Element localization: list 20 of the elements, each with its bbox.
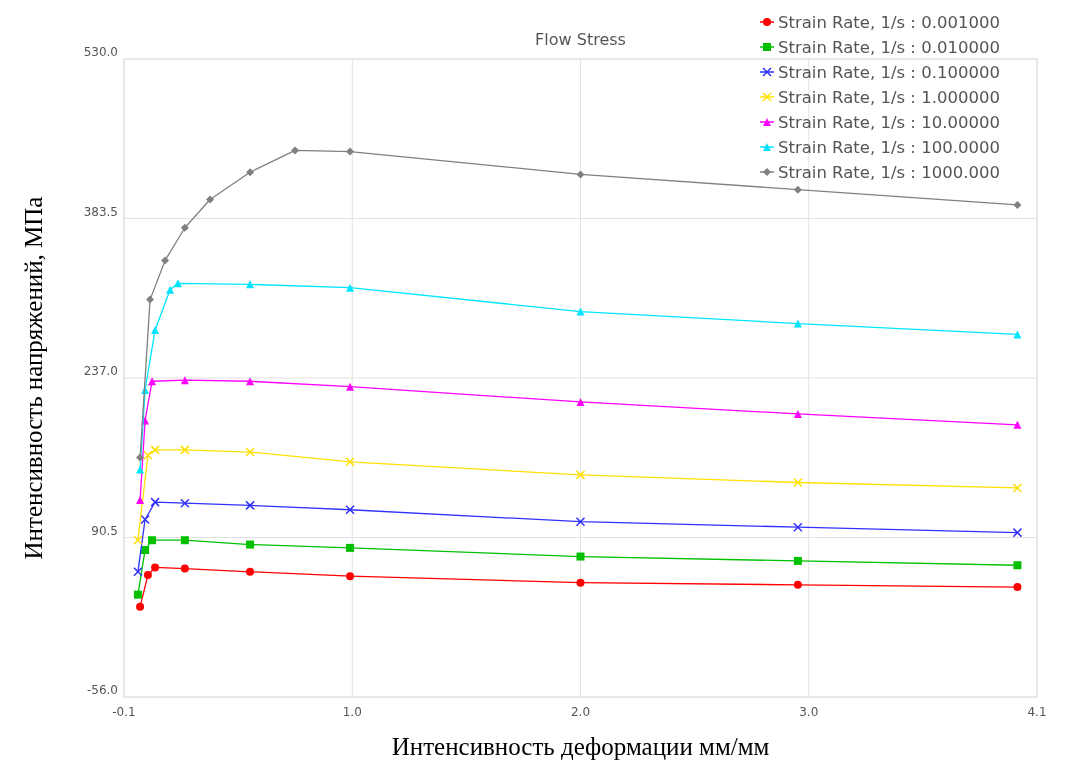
x-tick-label: 2.0 <box>570 705 591 719</box>
x-tick-label: 4.1 <box>1027 705 1047 719</box>
y-tick-label: 383.5 <box>83 204 118 219</box>
y-tick-label: 237.0 <box>83 364 118 378</box>
x-tick-label: 3.0 <box>799 705 819 719</box>
legend-label: Strain Rate, 1/s : 1000.000 <box>778 163 1000 182</box>
chart-title: Flow Stress <box>535 30 626 49</box>
legend-label: Strain Rate, 1/s : 0.100000 <box>778 63 1000 82</box>
y-tick-label: -56.0 <box>86 683 118 697</box>
y-axis-title: Интенсивность напряжений, МПа <box>20 196 47 560</box>
legend-label: Strain Rate, 1/s : 10.00000 <box>778 113 1000 132</box>
x-tick-label: 1.0 <box>342 705 362 719</box>
y-tick-label: 530.0 <box>83 45 118 59</box>
y-tick-label: 90.5 <box>91 523 118 538</box>
legend-label: Strain Rate, 1/s : 0.001000 <box>778 13 1000 32</box>
legend-label: Strain Rate, 1/s : 1.000000 <box>778 88 1000 107</box>
legend-label: Strain Rate, 1/s : 0.010000 <box>778 38 1000 57</box>
legend-label: Strain Rate, 1/s : 100.0000 <box>778 138 1000 157</box>
x-tick-label: -0.1 <box>112 705 136 719</box>
x-axis-title: Интенсивность деформации мм/мм <box>391 733 770 760</box>
